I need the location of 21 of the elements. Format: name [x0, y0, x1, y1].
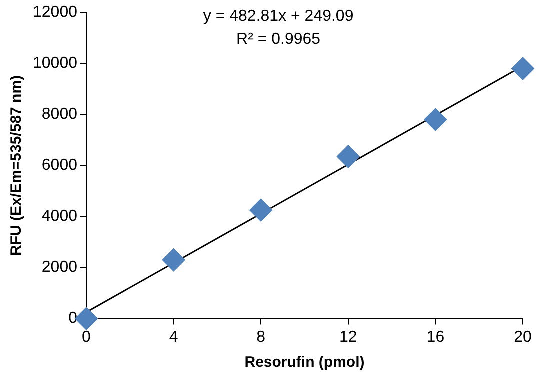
y-tick-label: 12000: [32, 4, 78, 22]
point: [250, 198, 273, 222]
y-tick-label: 2000: [42, 259, 78, 276]
y-tick-label: 4000: [42, 208, 78, 226]
x-tick-label: 20: [514, 328, 532, 346]
annotation: y = 482.81x + 249.09: [203, 8, 354, 26]
y-tick-label: 10000: [32, 55, 78, 72]
point: [336, 145, 360, 168]
x-tick-label: 0: [82, 328, 92, 346]
y-tick-label: 6000: [42, 157, 78, 174]
point: [424, 108, 448, 132]
x-tick-label: 16: [426, 328, 445, 346]
point: [512, 57, 534, 80]
point: [162, 248, 186, 272]
annotation: R² = 0.9965: [236, 31, 321, 48]
x-tick-label: 8: [256, 328, 266, 346]
x-axis-title: Resorufin (pmol): [244, 354, 365, 372]
x-tick-label: 12: [340, 328, 358, 346]
y-tick-label: 8000: [42, 106, 78, 124]
y-axis-title: RFU (Ex/Em=535/587 nm): [8, 75, 26, 256]
x-tick-label: 4: [169, 328, 178, 346]
